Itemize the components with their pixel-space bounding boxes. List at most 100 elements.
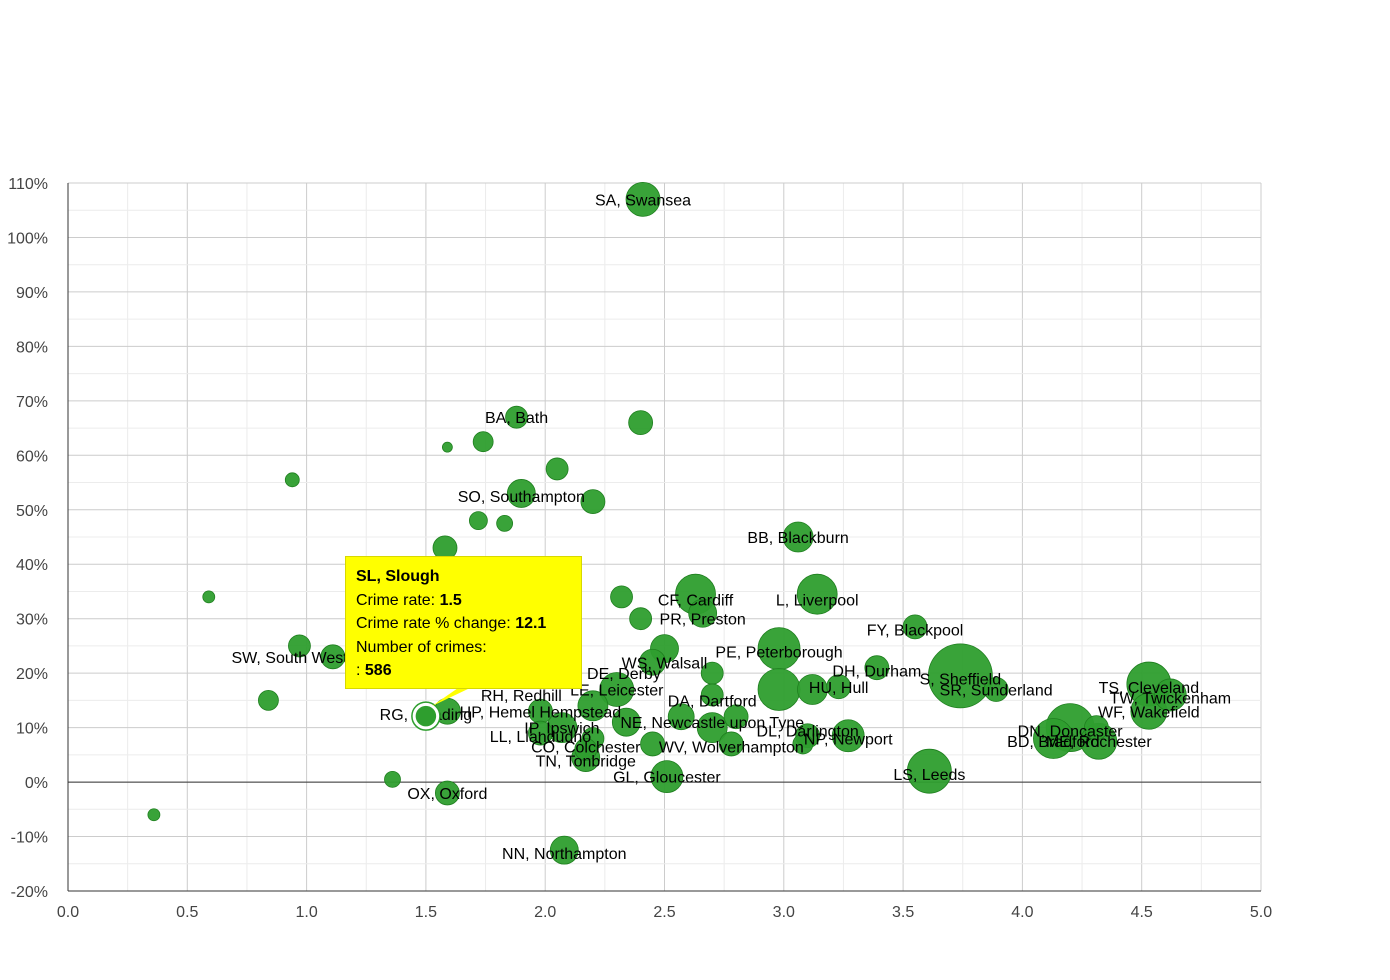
bubble-label: DH, Durham bbox=[832, 663, 921, 680]
bubble-point bbox=[284, 472, 300, 488]
bubble-label: BB, Blackburn bbox=[747, 530, 848, 547]
bubble-label: PR, Preston bbox=[660, 612, 746, 629]
tooltip-title: SL, Slough bbox=[356, 568, 440, 585]
tooltip-count-prefix: : bbox=[356, 662, 361, 679]
tooltip-count-value: 586 bbox=[364, 662, 392, 679]
bubble-point bbox=[1153, 678, 1187, 712]
y-tick-label: 60% bbox=[16, 448, 48, 465]
tooltip-rate-value: 1.5 bbox=[439, 591, 462, 609]
bubble-point bbox=[320, 644, 346, 670]
bubble-point bbox=[434, 780, 460, 806]
bubble-label: BD, Bradford bbox=[1007, 734, 1099, 751]
bubble-point bbox=[718, 731, 744, 757]
bubble-label: SA, Swansea bbox=[595, 192, 691, 209]
tooltip-count-label: Number of crimes: bbox=[356, 638, 487, 656]
bubble-point bbox=[796, 573, 838, 615]
highlight-point bbox=[414, 704, 438, 728]
bubble-point bbox=[258, 689, 279, 711]
y-tick-label: 80% bbox=[16, 339, 48, 356]
bubble-label: GL, Gloucester bbox=[613, 770, 721, 787]
x-tick-label: 2.5 bbox=[653, 904, 675, 921]
bubble-point bbox=[496, 514, 514, 532]
bubble-point bbox=[667, 703, 695, 731]
bubble-label: FY, Blackpool bbox=[867, 623, 964, 640]
bubble-label: WF, Wakefield bbox=[1098, 704, 1200, 721]
bubble-point bbox=[757, 668, 801, 711]
y-tick-label: 100% bbox=[7, 230, 48, 247]
bubble-point bbox=[506, 479, 536, 508]
bubble-label: TW, Twickenham bbox=[1110, 691, 1232, 708]
bubble-label: SO, Southampton bbox=[458, 489, 585, 506]
bubble-point bbox=[625, 181, 661, 217]
bubble-label: ME, Rochester bbox=[1046, 734, 1152, 751]
bubble-point bbox=[792, 733, 814, 755]
tooltip-change-label: Crime rate % change: bbox=[356, 615, 511, 632]
x-tick-label: 5.0 bbox=[1250, 904, 1272, 921]
bubble-point bbox=[147, 808, 161, 822]
bubble-point bbox=[696, 712, 728, 744]
bubble-label: LE, Leicester bbox=[570, 682, 664, 699]
bubble-point bbox=[688, 598, 718, 628]
bubble-label: CF, Cardiff bbox=[658, 593, 734, 610]
bubble-point bbox=[577, 690, 609, 722]
bubble-point bbox=[1033, 718, 1074, 759]
bubble-label: CO, Colchester bbox=[531, 740, 641, 757]
bubble-label: DA, Dartford bbox=[668, 693, 757, 710]
bubble-point bbox=[629, 607, 653, 631]
bubble-point bbox=[628, 410, 654, 436]
bubble-point bbox=[723, 704, 749, 730]
hover-tooltip: SL, Slough Crime rate: 1.5 Crime rate % … bbox=[345, 556, 582, 689]
bubble-point bbox=[927, 643, 993, 709]
y-tick-label: -20% bbox=[11, 884, 48, 901]
bubble-point bbox=[505, 405, 528, 429]
bubble-label: WS, Walsall bbox=[622, 655, 708, 672]
bubble-label: L, Liverpool bbox=[776, 593, 859, 610]
y-tick-label: 30% bbox=[16, 612, 48, 629]
y-tick-label: 10% bbox=[16, 721, 48, 738]
x-tick-label: 3.0 bbox=[773, 904, 795, 921]
bubble-label: DN, Doncaster bbox=[1018, 723, 1124, 740]
bubble-point bbox=[983, 677, 1009, 702]
bubble-point bbox=[288, 634, 311, 658]
bubble-label: LL, Llandudno bbox=[490, 729, 592, 746]
bubble-point bbox=[202, 590, 216, 604]
bubble-point bbox=[1083, 715, 1109, 741]
bubble-point bbox=[599, 672, 635, 707]
bubble-point bbox=[831, 719, 865, 753]
bubble-point bbox=[384, 770, 401, 788]
y-tick-label: 50% bbox=[16, 503, 48, 520]
bubble-label: NP, Newport bbox=[804, 732, 893, 749]
bubble-point bbox=[864, 655, 890, 681]
bubble-point bbox=[574, 738, 598, 761]
bubble-point bbox=[640, 731, 665, 757]
x-tick-label: 4.5 bbox=[1131, 904, 1153, 921]
bubble-point bbox=[468, 511, 488, 531]
y-tick-label: 90% bbox=[16, 285, 48, 302]
bubble-point bbox=[472, 431, 494, 453]
bubble-label: HU, Hull bbox=[809, 680, 869, 697]
tooltip-rate-label: Crime rate: bbox=[356, 591, 436, 609]
bubble-point bbox=[549, 835, 579, 865]
bubble-label: HP, Hemel Hempstead bbox=[460, 704, 622, 721]
bubble-label: IP, Ipswich bbox=[524, 721, 599, 738]
x-tick-label: 2.0 bbox=[534, 904, 556, 921]
bubble-label: OX, Oxford bbox=[407, 786, 487, 803]
y-tick-label: 0% bbox=[25, 775, 48, 792]
bubble-label: RH, Redhill bbox=[481, 688, 562, 705]
bubble-point bbox=[611, 707, 641, 737]
x-tick-label: 0.0 bbox=[57, 904, 79, 921]
bubble-label: SR, Sunderland bbox=[940, 682, 1053, 699]
y-tick-label: 70% bbox=[16, 394, 48, 411]
x-tick-label: 1.5 bbox=[415, 904, 437, 921]
bubble-point bbox=[639, 648, 666, 676]
bubble-label: PE, Peterborough bbox=[715, 644, 842, 661]
bubble-point bbox=[650, 760, 684, 794]
y-tick-label: 20% bbox=[16, 666, 48, 683]
bubble-point bbox=[700, 683, 724, 707]
y-tick-label: 40% bbox=[16, 557, 48, 574]
y-tick-label: -10% bbox=[11, 830, 48, 847]
bubble-label: BA, Bath bbox=[485, 410, 548, 427]
bubble-point bbox=[906, 748, 952, 794]
bubble-point bbox=[528, 720, 553, 746]
